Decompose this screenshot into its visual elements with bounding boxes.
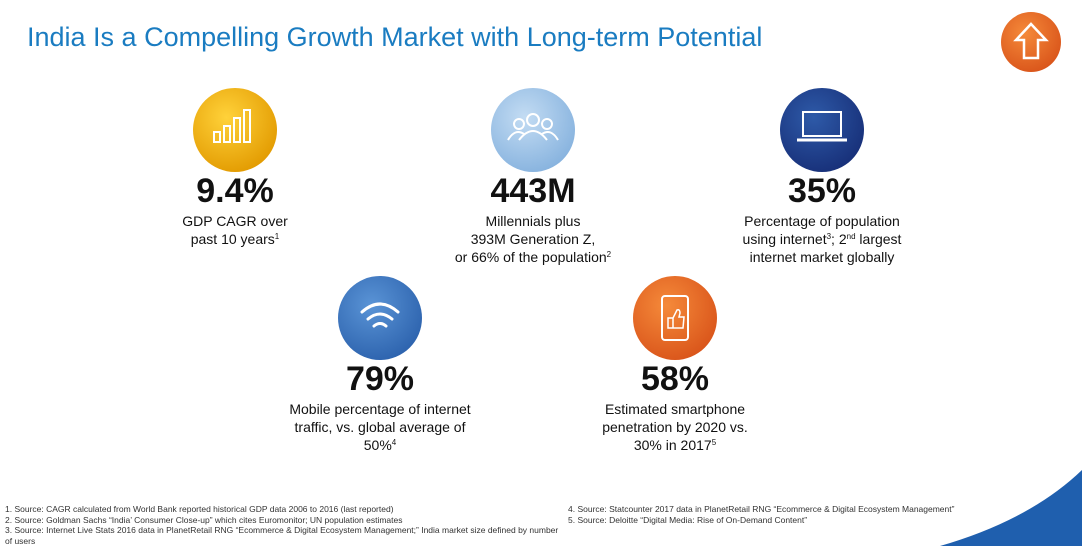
stat-value: 58% bbox=[640, 360, 710, 398]
stat-block: 58% Estimated smartphone penetration by 20… bbox=[525, 360, 825, 454]
stat-block: 79% Mobile percentage of internet traffic,… bbox=[230, 360, 530, 454]
footnotes-right: 4. Source: Statcounter 2017 data in Plan… bbox=[568, 504, 988, 525]
text: or 66% of the population bbox=[454, 249, 607, 265]
description-line: 393M Generation Z, bbox=[383, 230, 683, 248]
stat-value: 9.4% bbox=[196, 172, 274, 210]
slide-title: India Is a Compelling Growth Market with… bbox=[27, 22, 763, 52]
description-line: or 66% of the population2 bbox=[383, 248, 683, 266]
footnote: 1. Source: CAGR calculated from World Ba… bbox=[5, 504, 394, 514]
description-line: using internet3; 2nd largest bbox=[672, 230, 972, 248]
text: 30% in 2017 bbox=[633, 437, 712, 453]
text: internet market globally bbox=[749, 249, 895, 265]
description-line: traffic, vs. global average of bbox=[230, 418, 530, 436]
up-arrow-icon bbox=[1001, 12, 1061, 72]
text: traffic, vs. global average of bbox=[294, 419, 466, 435]
description-line: internet market globally bbox=[672, 248, 972, 266]
bar-chart-icon bbox=[193, 88, 277, 172]
text: largest bbox=[855, 231, 902, 247]
stat-description: Mobile percentage of internet traffic, vs… bbox=[230, 400, 530, 454]
text: ; 2 bbox=[831, 231, 847, 247]
text: Percentage of population bbox=[744, 213, 900, 229]
laptop-icon bbox=[780, 88, 864, 172]
footnote: 5. Source: Deloitte “Digital Media: Rise… bbox=[568, 514, 808, 525]
stat-block: 35% Percentage of population using interne… bbox=[672, 172, 972, 266]
superscript: 3 bbox=[826, 232, 832, 241]
corner-swoosh bbox=[940, 470, 1082, 546]
description-line: Millennials plus bbox=[383, 212, 683, 230]
description-line: 50%4 bbox=[230, 436, 530, 454]
description-line: Percentage of population bbox=[672, 212, 972, 230]
stat-description: Percentage of population using internet3;… bbox=[672, 212, 972, 266]
stat-value: 79% bbox=[345, 360, 415, 398]
stat-value: 443M bbox=[490, 172, 576, 210]
text: 50% bbox=[363, 437, 392, 453]
description-line: penetration by 2020 vs. bbox=[525, 418, 825, 436]
description-line: Mobile percentage of internet bbox=[230, 400, 530, 418]
text: Estimated smartphone bbox=[604, 401, 746, 417]
stat-description: Millennials plus 393M Generation Z, or 66%… bbox=[383, 212, 683, 266]
people-icon bbox=[491, 88, 575, 172]
text: using internet bbox=[742, 231, 827, 247]
text: Millennials plus bbox=[485, 213, 581, 229]
description-line: Estimated smartphone bbox=[525, 400, 825, 418]
text: 393M Generation Z, bbox=[470, 231, 596, 247]
phone-like-icon bbox=[633, 276, 717, 360]
stat-description: Estimated smartphone penetration by 2020 … bbox=[525, 400, 825, 454]
footnotes-left: 1. Source: CAGR calculated from World Ba… bbox=[5, 504, 560, 546]
superscript: 5 bbox=[711, 438, 717, 447]
text: Mobile percentage of internet bbox=[289, 401, 471, 417]
stat-description: GDP CAGR over past 10 years1 bbox=[85, 212, 385, 248]
footnote: 3. Source: Internet Live Stats 2016 data… bbox=[5, 525, 559, 546]
text: past 10 years bbox=[190, 231, 275, 247]
footnote: 4. Source: Statcounter 2017 data in Plan… bbox=[568, 504, 955, 514]
stat-block: 443M Millennials plus 393M Generation Z, or… bbox=[383, 172, 683, 266]
superscript: 2 bbox=[606, 250, 612, 259]
text: GDP CAGR over bbox=[182, 213, 288, 229]
wifi-icon bbox=[338, 276, 422, 360]
description-line: 30% in 20175 bbox=[525, 436, 825, 454]
description-line: past 10 years1 bbox=[85, 230, 385, 248]
superscript: nd bbox=[846, 232, 856, 241]
superscript: 4 bbox=[391, 438, 397, 447]
superscript: 1 bbox=[274, 232, 280, 241]
stat-block: 9.4% GDP CAGR over past 10 years1 bbox=[85, 172, 385, 248]
text: penetration by 2020 vs. bbox=[602, 419, 748, 435]
description-line: GDP CAGR over bbox=[85, 212, 385, 230]
footnote: 2. Source: Goldman Sachs “India’ Consume… bbox=[5, 514, 403, 525]
stat-value: 35% bbox=[787, 172, 857, 210]
